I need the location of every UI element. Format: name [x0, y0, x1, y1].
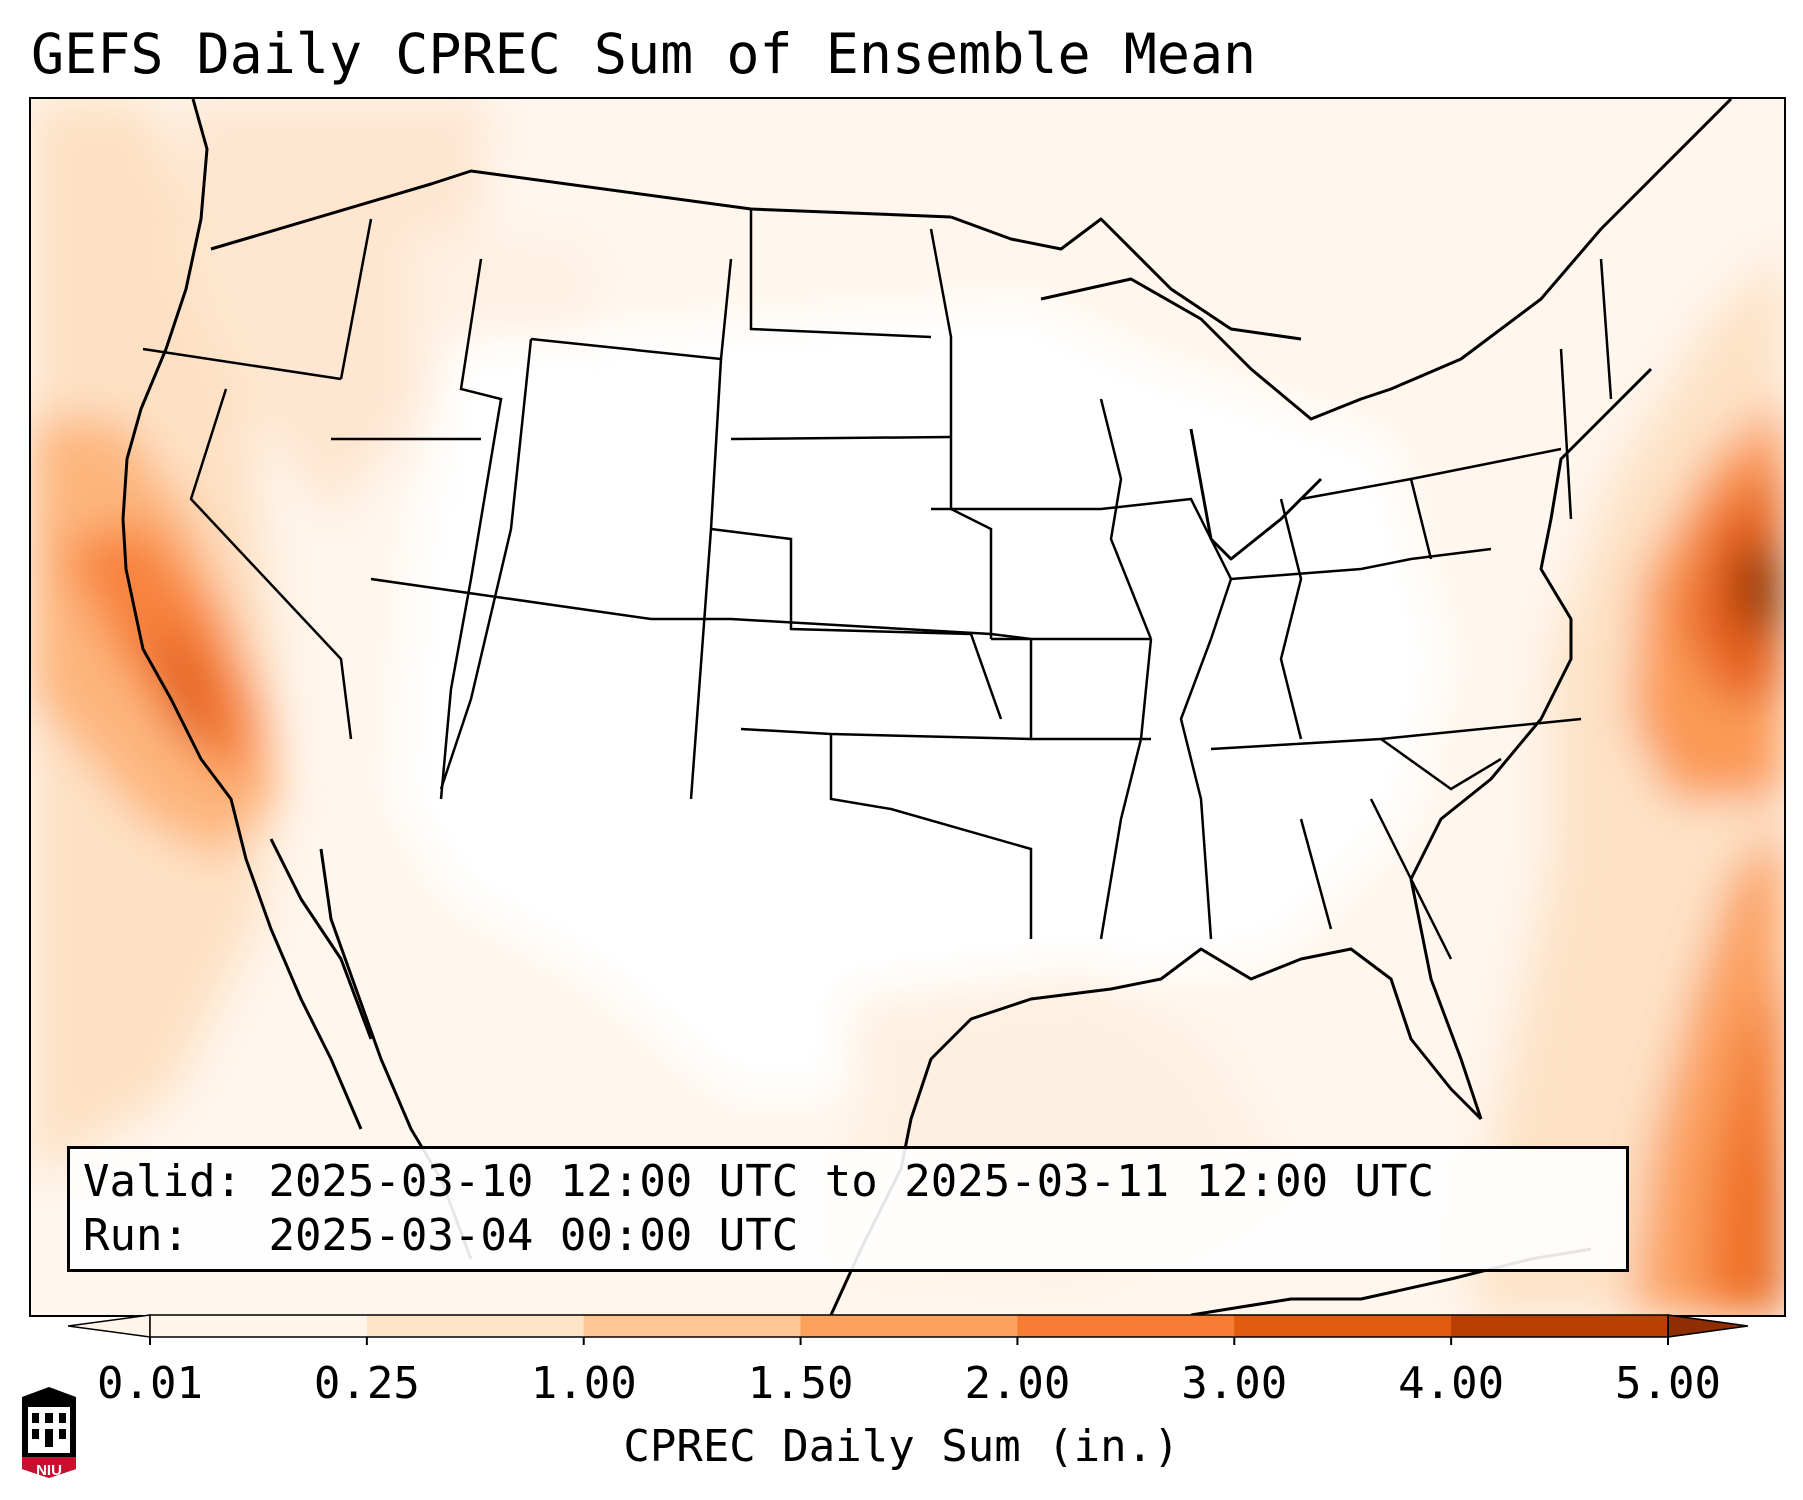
colorbar-segment — [1234, 1315, 1452, 1337]
map-title: GEFS Daily CPREC Sum of Ensemble Mean — [31, 22, 1257, 86]
colorbar-label: CPREC Daily Sum (in.) — [623, 1421, 1180, 1472]
valid-label: Valid: — [83, 1156, 242, 1207]
colorbar-segment — [800, 1315, 1018, 1337]
colorbar-tick-label: 2.00 — [964, 1358, 1071, 1409]
colorbar-segment — [1451, 1315, 1669, 1337]
colorbar-tick-label: 1.50 — [747, 1358, 854, 1409]
validity-info-box: Valid: 2025-03-10 12:00 UTC to 2025-03-1… — [67, 1146, 1629, 1272]
colorbar-tick-label: 4.00 — [1398, 1358, 1505, 1409]
colorbar-frame — [149, 1314, 1669, 1338]
colorbar-segment — [366, 1315, 585, 1337]
valid-range: 2025-03-10 12:00 UTC to 2025-03-11 12:00… — [268, 1156, 1435, 1207]
colorbar-segment — [1017, 1315, 1235, 1337]
valid-row: Valid: 2025-03-10 12:00 UTC to 2025-03-1… — [83, 1155, 1626, 1209]
niu-logo — [22, 1387, 76, 1478]
niu-logo-text: NIU — [36, 1462, 62, 1479]
run-label: Run: — [83, 1210, 189, 1261]
state-borders — [142, 209, 1613, 960]
map-canvas — [31, 99, 1784, 1315]
precip-field — [31, 99, 1784, 1315]
colorbar-tick-label: 3.00 — [1181, 1358, 1288, 1409]
colorbar-segment — [583, 1315, 802, 1337]
colorbar-segment — [150, 1315, 368, 1337]
colorbar — [68, 1314, 1748, 1345]
colorbar-tick-label: 0.25 — [313, 1358, 420, 1409]
colorbar-extend-min — [68, 1314, 151, 1338]
run-time: 2025-03-04 00:00 UTC — [268, 1210, 799, 1261]
colorbar-tick-label: 0.01 — [97, 1358, 203, 1409]
colorbar-extend-max — [1667, 1314, 1748, 1338]
run-row: Run: 2025-03-04 00:00 UTC — [83, 1209, 1626, 1263]
colorbar-tick-label: 5.00 — [1615, 1358, 1721, 1409]
colorbar-tick-label: 1.00 — [530, 1358, 637, 1409]
precip-map — [29, 97, 1786, 1317]
